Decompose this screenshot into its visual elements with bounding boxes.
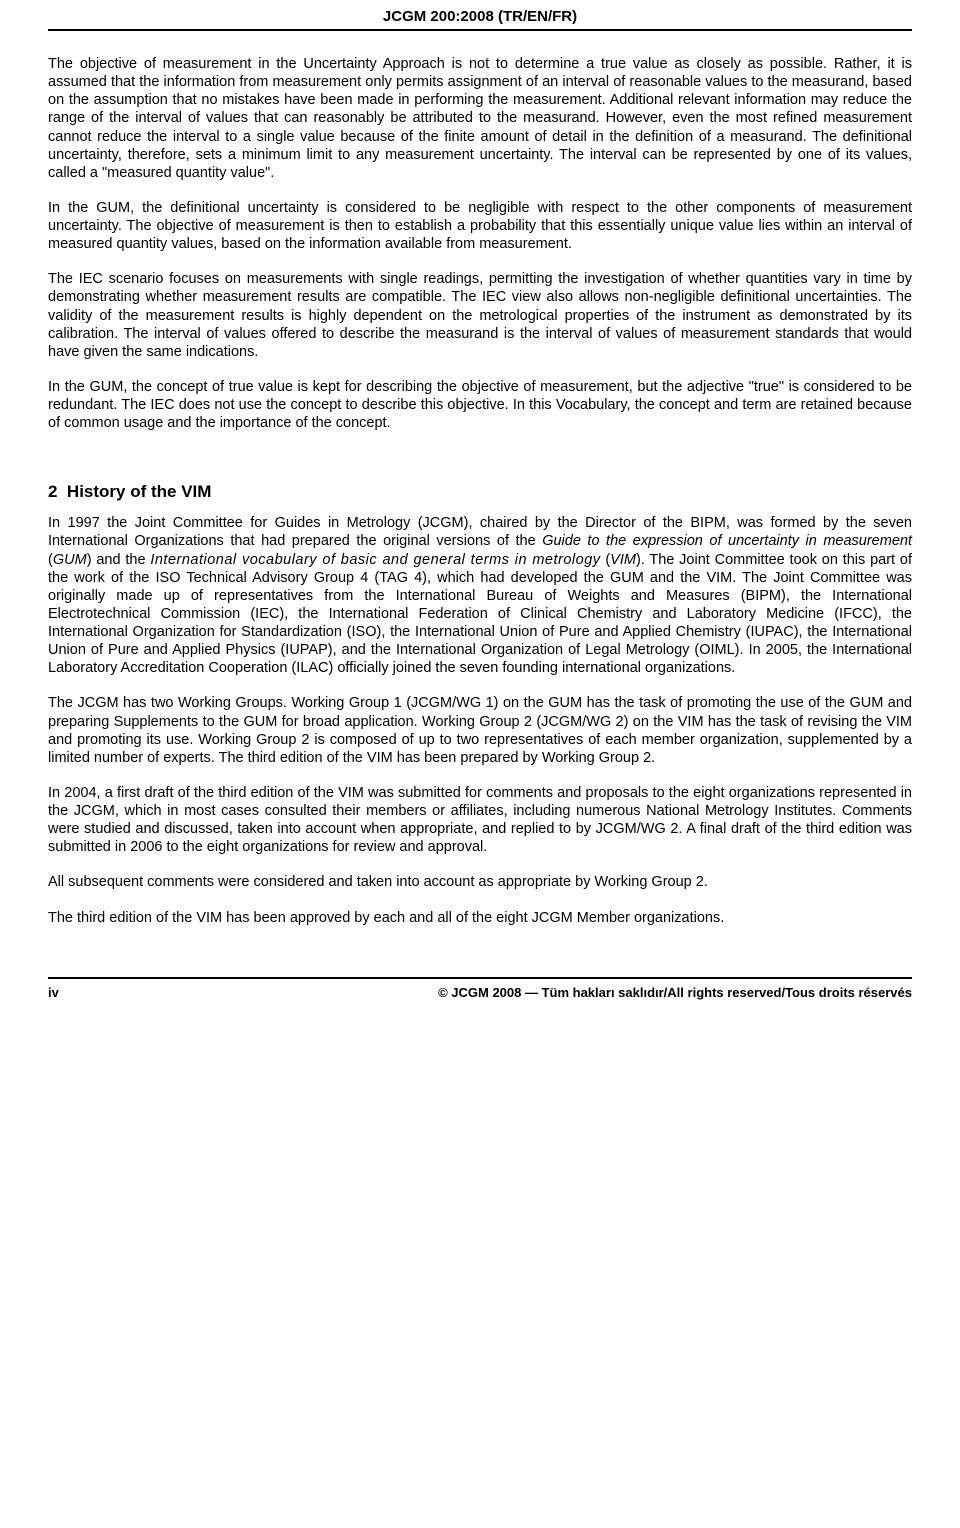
italic-text: GUM xyxy=(53,552,87,568)
page-number: iv xyxy=(48,985,59,1000)
body-paragraph-1: The objective of measurement in the Unce… xyxy=(48,55,912,182)
section-title: History of the VIM xyxy=(67,482,212,501)
body-paragraph-3: The IEC scenario focuses on measurements… xyxy=(48,270,912,361)
italic-text: International vocabulary of basic and ge… xyxy=(150,552,600,568)
text-run: ). The Joint Committee took on this part… xyxy=(48,552,912,677)
section-2-heading: 2 History of the VIM xyxy=(48,482,912,502)
italic-text: VIM xyxy=(610,552,636,568)
text-run: ( xyxy=(601,552,611,568)
page-footer: iv © JCGM 2008 ― Tüm hakları saklıdır/Al… xyxy=(48,977,912,1000)
section-2-paragraph-4: All subsequent comments were considered … xyxy=(48,873,912,891)
section-2-paragraph-1: In 1997 the Joint Committee for Guides i… xyxy=(48,514,912,677)
copyright-notice: © JCGM 2008 ― Tüm hakları saklıdır/All r… xyxy=(438,985,912,1000)
section-number: 2 xyxy=(48,482,57,501)
page-header: JCGM 200:2008 (TR/EN/FR) xyxy=(48,0,912,31)
text-run: ) and the xyxy=(87,552,151,568)
section-2-paragraph-5: The third edition of the VIM has been ap… xyxy=(48,909,912,927)
section-2-paragraph-2: The JCGM has two Working Groups. Working… xyxy=(48,694,912,767)
body-paragraph-2: In the GUM, the definitional uncertainty… xyxy=(48,199,912,253)
header-title: JCGM 200:2008 (TR/EN/FR) xyxy=(383,8,577,25)
section-2-paragraph-3: In 2004, a first draft of the third edit… xyxy=(48,784,912,857)
body-paragraph-4: In the GUM, the concept of true value is… xyxy=(48,378,912,432)
italic-text: Guide to the expression of uncertainty i… xyxy=(542,533,912,549)
